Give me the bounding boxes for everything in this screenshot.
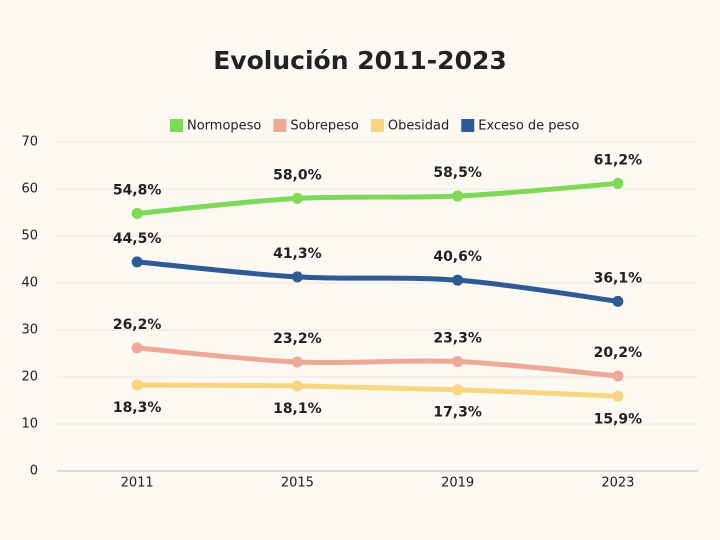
data-label: 58,5% bbox=[433, 165, 482, 181]
x-tick-label: 2011 bbox=[121, 476, 154, 491]
data-label: 20,2% bbox=[594, 345, 643, 361]
point bbox=[452, 355, 464, 367]
point bbox=[131, 207, 143, 219]
legend-label: Normopeso bbox=[187, 119, 261, 134]
data-label: 26,2% bbox=[113, 317, 162, 333]
point bbox=[452, 384, 464, 396]
legend-swatch bbox=[461, 119, 475, 132]
point bbox=[131, 256, 143, 268]
data-label: 54,8% bbox=[113, 182, 162, 198]
series-line bbox=[134, 345, 621, 379]
series-line bbox=[134, 382, 621, 399]
point bbox=[131, 342, 143, 354]
data-label: 58,0% bbox=[273, 167, 322, 183]
point bbox=[291, 356, 303, 368]
data-label: 18,1% bbox=[273, 401, 322, 417]
data-label: 18,3% bbox=[113, 400, 162, 416]
y-tick-label: 40 bbox=[21, 276, 38, 291]
data-label: 40,6% bbox=[433, 249, 482, 265]
y-tick-label: 0 bbox=[30, 464, 38, 479]
x-tick-label: 2019 bbox=[441, 476, 474, 491]
data-label: 23,2% bbox=[273, 331, 322, 347]
data-label: 61,2% bbox=[594, 152, 643, 168]
series-line bbox=[134, 259, 621, 304]
legend-swatch bbox=[370, 119, 384, 132]
legend-label: Sobrepeso bbox=[290, 119, 359, 134]
point bbox=[291, 271, 303, 283]
data-label: 36,1% bbox=[594, 270, 643, 286]
legend-swatch bbox=[273, 119, 287, 132]
y-tick-label: 50 bbox=[21, 229, 38, 244]
point bbox=[291, 380, 303, 392]
y-tick-label: 60 bbox=[21, 182, 38, 197]
data-label: 23,3% bbox=[433, 330, 482, 346]
data-label: 44,5% bbox=[113, 231, 162, 247]
point bbox=[612, 370, 624, 382]
data-label: 17,3% bbox=[433, 405, 482, 421]
point bbox=[612, 295, 624, 307]
point bbox=[452, 190, 464, 202]
x-tick-label: 2015 bbox=[281, 476, 314, 491]
chart-title: Evolución 2011-2023 bbox=[213, 46, 507, 75]
legend-label: Exceso de peso bbox=[478, 119, 579, 134]
point bbox=[291, 192, 303, 204]
y-tick-label: 20 bbox=[21, 370, 38, 385]
x-tick-label: 2023 bbox=[601, 476, 634, 491]
data-label: 15,9% bbox=[594, 411, 643, 427]
legend-label: Obesidad bbox=[388, 119, 449, 134]
point bbox=[612, 390, 624, 402]
y-tick-label: 70 bbox=[21, 135, 38, 150]
y-tick-label: 10 bbox=[21, 417, 38, 432]
y-tick-label: 30 bbox=[21, 323, 38, 338]
point bbox=[612, 177, 624, 189]
series-line bbox=[134, 180, 621, 216]
data-label: 41,3% bbox=[273, 246, 322, 262]
legend-swatch bbox=[170, 119, 183, 132]
point bbox=[452, 274, 464, 286]
point bbox=[131, 379, 143, 391]
